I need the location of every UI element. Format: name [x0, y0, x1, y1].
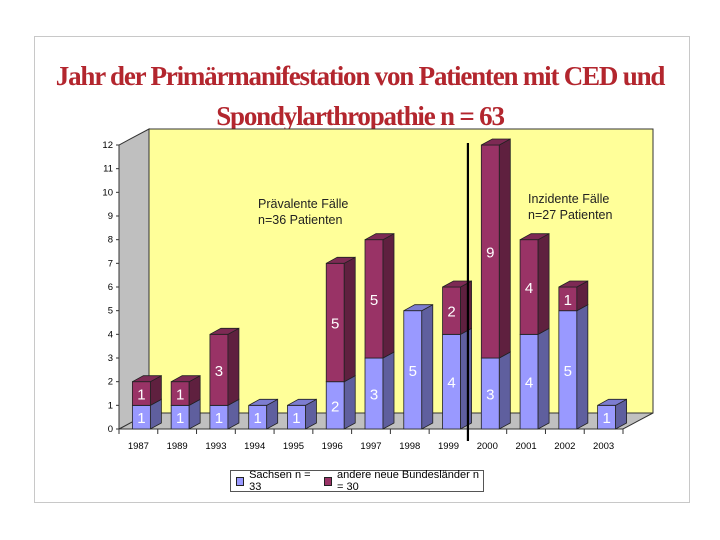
- bar-value-label: 5: [370, 292, 378, 309]
- bar-segment-top: [209, 327, 240, 335]
- prevalent-cases-note: Prävalente Fälle n=36 Patienten: [258, 196, 348, 228]
- bar-segment-side: [343, 256, 356, 383]
- bar-segment-top: [132, 375, 162, 383]
- legend-swatch-andere: [323, 476, 333, 486]
- x-tick-label: 1997: [360, 441, 381, 452]
- bar-segment-top: [326, 256, 356, 264]
- bar-value-label: 5: [409, 363, 417, 380]
- bar-value-label: 4: [525, 280, 533, 297]
- y-tick-label: 2: [108, 377, 113, 388]
- chart-legend: Sachsen n = 33 andere neue Bundesländer …: [230, 469, 484, 493]
- bar-segment-top: [519, 233, 550, 241]
- y-tick-label: 8: [108, 235, 113, 246]
- bar-value-label: 5: [331, 316, 339, 333]
- x-tick-label: 2003: [593, 441, 614, 452]
- bar-value-label: 9: [486, 245, 494, 262]
- y-tick-label: 4: [108, 329, 113, 340]
- bar-value-label: 3: [486, 387, 494, 404]
- bar-segment-top: [403, 304, 433, 312]
- bar-segment-top: [442, 280, 472, 288]
- x-tick-label: 1999: [438, 441, 459, 452]
- x-tick-label: 1995: [283, 441, 304, 452]
- bar-segment-top: [248, 398, 278, 406]
- bar-segment-side: [498, 351, 511, 430]
- incident-cases-label: Inzidente Fälle: [528, 192, 610, 206]
- bar-value-label: 1: [215, 410, 223, 427]
- bar-segment-side: [460, 327, 472, 430]
- legend-label-sachsen: Sachsen n = 33: [249, 469, 311, 493]
- x-tick-label: 1993: [205, 441, 226, 452]
- y-tick-label: 10: [102, 187, 113, 198]
- bar-value-label: 1: [137, 387, 145, 404]
- bar-value-label: 2: [447, 304, 455, 321]
- chart-title-line-1: Jahr der Primärmanifestation von Patient…: [55, 61, 666, 91]
- x-tick-label: 2002: [554, 441, 575, 452]
- x-tick-label: 1996: [322, 441, 343, 452]
- bar-value-label: 2: [331, 398, 339, 415]
- bar-value-label: 1: [254, 410, 262, 427]
- bar-value-label: 1: [137, 410, 145, 427]
- x-tick-label: 1994: [244, 441, 265, 452]
- y-tick-label: 5: [108, 306, 113, 317]
- prevalent-cases-count: n=36 Patienten: [258, 213, 343, 227]
- bar-segment-side: [576, 303, 589, 430]
- bar-segment-top: [170, 375, 201, 383]
- legend-item-andere: andere neue Bundesländer n = 30: [323, 469, 483, 493]
- bar-value-label: 1: [564, 292, 572, 309]
- y-tick-label: 7: [108, 258, 113, 269]
- x-tick-label: 1998: [399, 441, 420, 452]
- y-tick-label: 6: [108, 282, 113, 293]
- bar-value-label: 1: [176, 387, 184, 404]
- x-tick-label: 2000: [477, 441, 498, 452]
- bar-segment-side: [460, 280, 472, 336]
- legend-swatch-sachsen: [236, 476, 245, 486]
- prevalent-cases-label: Prävalente Fälle: [258, 197, 349, 211]
- bar-value-label: 1: [602, 410, 610, 427]
- x-tick-label: 1987: [128, 441, 149, 452]
- bar-segment-side: [343, 374, 356, 430]
- y-tick-label: 9: [108, 211, 113, 222]
- y-tick-label: 11: [103, 164, 113, 175]
- bar-segment-side: [537, 232, 550, 336]
- bar-value-label: 3: [215, 363, 223, 380]
- x-tick-label: 2001: [516, 441, 537, 452]
- bar-value-label: 4: [525, 375, 533, 392]
- bar-segment-top: [364, 233, 395, 241]
- bar-value-label: 1: [176, 410, 184, 427]
- y-tick-label: 1: [108, 400, 113, 411]
- y-tick-label: 3: [108, 353, 113, 364]
- bar-segment-top: [558, 280, 589, 288]
- bar-value-label: 1: [292, 410, 300, 427]
- bar-segment-side: [382, 232, 395, 359]
- bar-segment-side: [421, 303, 434, 430]
- legend-label-andere: andere neue Bundesländer n = 30: [337, 469, 479, 493]
- bar-value-label: 3: [370, 387, 378, 404]
- x-tick-label: 1989: [167, 441, 188, 452]
- bar-segment-side: [382, 351, 395, 430]
- bar-segment-side: [498, 138, 511, 359]
- y-tick-label: 12: [102, 140, 113, 151]
- bar-value-label: 4: [447, 375, 455, 392]
- incident-cases-count: n=27 Patienten: [528, 208, 613, 222]
- bar-segment-side: [227, 327, 240, 407]
- chart-title-line-2: Spondylarthropathie n = 63: [216, 101, 505, 131]
- bar-segment-top: [597, 398, 627, 406]
- bar-segment-top: [481, 138, 511, 146]
- y-tick-label: 0: [108, 424, 113, 435]
- bar-segment-top: [287, 398, 317, 406]
- incident-cases-note: Inzidente Fälle n=27 Patienten: [528, 191, 612, 223]
- bar-segment-side: [537, 327, 550, 430]
- bar-value-label: 5: [564, 363, 572, 380]
- legend-item-sachsen: Sachsen n = 33: [236, 469, 316, 493]
- chart-title: Jahr der Primärmanifestation von Patient…: [0, 56, 720, 136]
